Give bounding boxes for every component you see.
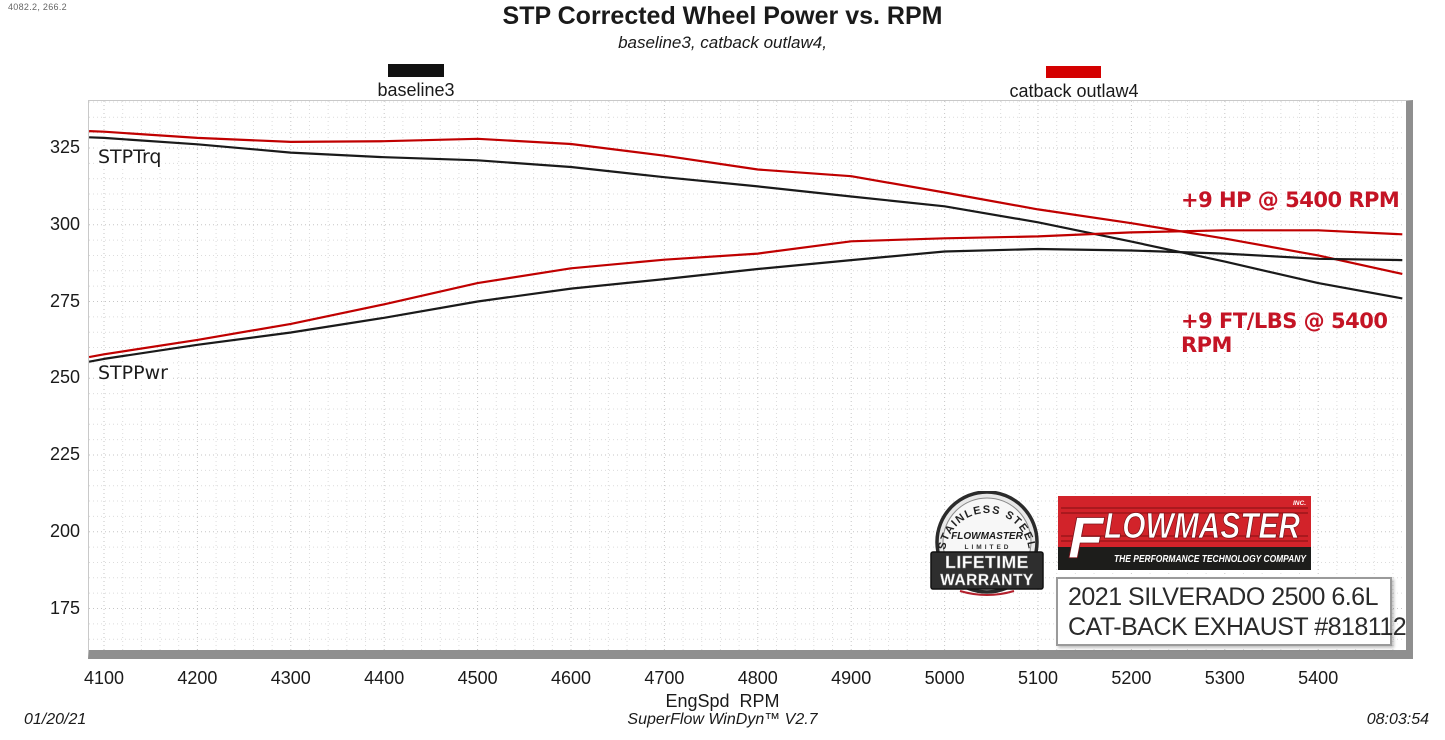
logo-inc-text: INC.	[1293, 500, 1306, 507]
cursor-position-readout: 4082.2, 266.2	[8, 2, 67, 12]
y-tick-label-275: 275	[49, 290, 80, 311]
logo-tagline-text: THE PERFORMANCE TECHNOLOGY COMPANY	[1114, 553, 1307, 565]
x-tick-label-4600: 4600	[550, 668, 592, 688]
x-tick-label-4100: 4100	[83, 668, 125, 688]
x-tick-label-4300: 4300	[270, 668, 311, 688]
y-tick-label-225: 225	[49, 444, 80, 464]
plot-area[interactable]	[88, 100, 1413, 659]
x-tick-label-4200: 4200	[177, 668, 218, 688]
x-tick-label-5200: 5200	[1111, 668, 1152, 688]
annotation-hp-gain: +9 HP @ 5400 RPM	[1181, 188, 1400, 212]
x-tick-label-4800: 4800	[737, 668, 778, 688]
x-tick-label-4400: 4400	[364, 668, 405, 688]
curve-label-stppwr: STPPwr	[96, 362, 170, 384]
x-tick-label-5000: 5000	[924, 668, 965, 688]
legend-label-baseline3: baseline3	[377, 80, 455, 100]
vehicle-info-line1: 2021 SILVERADO 2500 6.6L	[1068, 583, 1378, 611]
badge-lifetime-text: LIFETIME	[945, 552, 1029, 572]
x-tick-label-5400: 5400	[1298, 668, 1339, 688]
flowmaster-logo: F LOWMASTER INC. THE PERFORMANCE TECHNOL…	[1058, 496, 1311, 570]
footer-software-version: SuperFlow WinDyn™ V2.7	[627, 711, 818, 728]
x-tick-label-4900: 4900	[831, 668, 872, 688]
legend-swatch-catback-outlaw4	[1046, 66, 1101, 78]
logo-letter-f: F	[1068, 506, 1105, 570]
curve-label-stptrq: STPTrq	[96, 146, 164, 168]
badge-warranty-text: WARRANTY	[940, 572, 1034, 589]
x-tick-label-4500: 4500	[457, 668, 498, 688]
y-tick-label-325: 325	[49, 137, 80, 157]
chart-subtitle: baseline3, catback outlaw4,	[618, 33, 827, 52]
badge-brand-text: FLOWMASTER	[951, 531, 1023, 542]
annotation-torque-gain: +9 FT/LBS @ 5400 RPM	[1181, 309, 1388, 357]
footer-time: 08:03:54	[1366, 711, 1429, 728]
y-tick-label-200: 200	[49, 520, 80, 541]
legend-label-catback-outlaw4: catback outlaw4	[1009, 81, 1139, 101]
x-tick-label-4700: 4700	[644, 668, 685, 688]
y-tick-label-300: 300	[49, 213, 80, 234]
footer-date: 01/20/21	[24, 711, 87, 728]
legend-swatch-baseline3	[388, 64, 444, 77]
y-tick-label-175: 175	[49, 597, 80, 618]
curve-catback-outlaw4-stppwr	[89, 229, 1403, 359]
y-tick-label-250: 250	[49, 367, 80, 388]
lifetime-warranty-badge: STAINLESS STEEL FLOWMASTER LIMITED LIFET…	[930, 491, 1044, 596]
x-axis-title: EngSpd RPM	[665, 691, 780, 711]
vehicle-info-line2: CAT-BACK EXHAUST #818112	[1068, 613, 1407, 641]
logo-name-text: LOWMASTER	[1104, 505, 1300, 546]
badge-limited-text: LIMITED	[965, 544, 1012, 551]
curve-baseline3-stppwr	[89, 247, 1403, 363]
x-tick-label-5100: 5100	[1017, 668, 1059, 688]
x-tick-label-5300: 5300	[1204, 668, 1245, 688]
vehicle-info-box: 2021 SILVERADO 2500 6.6L CAT-BACK EXHAUS…	[1056, 577, 1407, 646]
curve-baseline3-stptrq	[89, 136, 1403, 300]
chart-title: STP Corrected Wheel Power vs. RPM	[502, 2, 943, 30]
